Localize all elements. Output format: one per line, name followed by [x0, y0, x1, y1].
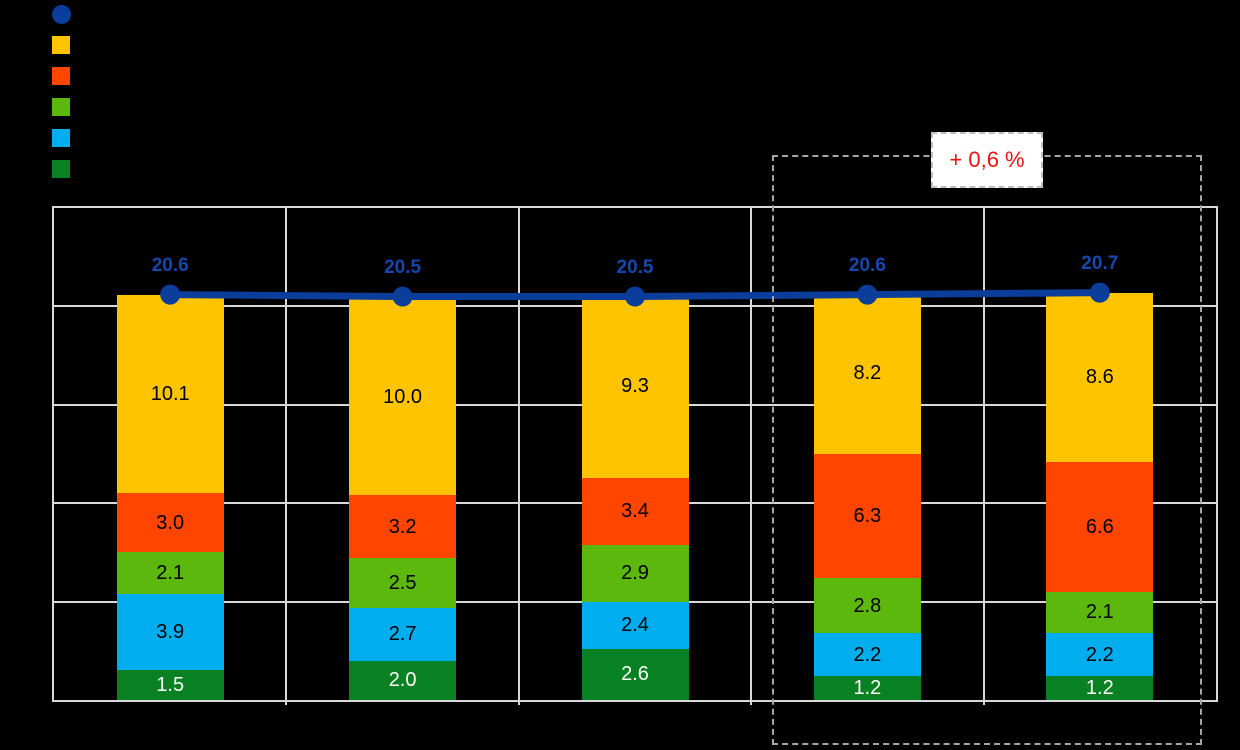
bar-segment: 3.9	[116, 593, 224, 671]
segment-value-label: 2.2	[853, 643, 882, 666]
bar-segment: 2.7	[349, 607, 457, 661]
bar-segment: 8.2	[813, 292, 921, 454]
segment-value-label: 6.3	[853, 505, 882, 527]
segment-value-label: 2.6	[621, 663, 649, 686]
legend-item-series-1	[52, 36, 81, 54]
segment-value-label: 2.7	[388, 623, 417, 646]
segment-value-label: 8.6	[1085, 366, 1114, 389]
bar-segment: 2.2	[813, 633, 921, 677]
total-value-label: 20.6	[848, 254, 886, 276]
bar-segment: 1.2	[1046, 676, 1154, 700]
legend	[52, 4, 81, 191]
bar-segment: 6.6	[1046, 461, 1154, 592]
series-5-marker-icon	[52, 160, 70, 178]
stacked-bar: 2.6 2.4 2.9 3.4 9.3	[581, 294, 689, 700]
segment-value-label: 10.0	[383, 385, 423, 408]
annotation-text: + 0,6 %	[949, 147, 1025, 172]
segment-value-label: 2.1	[1085, 601, 1114, 624]
segment-value-label: 1.5	[156, 674, 185, 697]
legend-item-series-3	[52, 98, 81, 116]
axis-tick	[750, 700, 753, 705]
bar-segment: 9.3	[581, 294, 689, 478]
segment-value-label: 3.2	[388, 515, 417, 538]
bar-segment: 2.0	[349, 660, 457, 700]
total-value-label: 20.5	[384, 256, 422, 278]
bar-segment: 6.3	[813, 454, 921, 578]
segment-value-label: 2.5	[388, 571, 417, 594]
gridline-vertical	[285, 208, 288, 700]
gridline-vertical	[750, 208, 753, 700]
series-2-marker-icon	[52, 67, 70, 85]
stacked-bar: 2.0 2.7 2.5 3.2 10.0	[349, 298, 457, 700]
bar-segment: 2.6	[581, 648, 689, 700]
segment-value-label: 6.6	[1085, 515, 1114, 538]
stacked-bar: 1.5 3.9 2.1 3.0 10.1	[116, 294, 224, 700]
legend-item-series-2	[52, 67, 81, 85]
segment-value-label: 2.8	[853, 594, 882, 617]
bar-segment: 2.2	[1046, 633, 1154, 677]
total-value-label: 20.7	[1081, 252, 1119, 274]
segment-value-label: 10.1	[150, 382, 190, 405]
legend-item-series-5	[52, 160, 81, 178]
stacked-bar: 1.2 2.2 2.1 6.6 8.6	[1046, 292, 1154, 700]
bar-segment: 2.1	[1046, 591, 1154, 634]
segment-value-label: 1.2	[853, 677, 882, 700]
segment-value-label: 2.4	[621, 614, 649, 637]
bar-segment: 10.1	[116, 294, 224, 494]
bar-segment: 3.4	[581, 477, 689, 545]
gridline-vertical	[982, 208, 985, 700]
plot-area: 1.5 3.9 2.1 3.0 10.1 2.0 2.7 2.5 3.2 10.0 2.6 2.4 2.…	[52, 206, 1218, 705]
total-value-label: 20.5	[616, 256, 654, 278]
bar-segment: 2.8	[813, 578, 921, 634]
bar-segment: 2.1	[116, 552, 224, 594]
bar-segment: 1.5	[116, 670, 224, 700]
segment-value-label: 9.3	[621, 375, 649, 398]
stacked-bar: 1.2 2.2 2.8 6.3 8.2	[813, 292, 921, 700]
segment-value-label: 3.4	[621, 500, 649, 523]
gridline-vertical	[517, 208, 520, 700]
legend-item-line-series	[52, 4, 81, 24]
segment-value-label: 2.2	[1085, 643, 1114, 666]
bar-segment: 3.2	[349, 495, 457, 559]
bar-segment: 2.9	[581, 544, 689, 602]
axis-tick	[982, 700, 985, 705]
segment-value-label: 2.0	[388, 669, 417, 692]
series-3-marker-icon	[52, 98, 70, 116]
bar-segment: 3.0	[116, 493, 224, 553]
segment-value-label: 2.9	[621, 562, 649, 585]
legend-item-series-4	[52, 129, 81, 147]
annotation-box: + 0,6 %	[931, 132, 1043, 188]
bar-segment: 2.5	[349, 558, 457, 608]
segment-value-label: 2.1	[156, 562, 185, 585]
bar-segment: 10.0	[349, 298, 457, 496]
series-4-marker-icon	[52, 129, 70, 147]
axis-tick	[285, 700, 288, 705]
total-value-label: 20.6	[151, 254, 189, 276]
segment-value-label: 8.2	[853, 362, 882, 385]
axis-tick	[517, 700, 520, 705]
segment-value-label: 3.9	[156, 621, 185, 644]
series-1-marker-icon	[52, 36, 70, 54]
bar-segment: 8.6	[1046, 292, 1154, 462]
segment-value-label: 3.0	[156, 511, 185, 534]
line-series-marker-icon	[52, 4, 71, 24]
bar-segment: 1.2	[813, 676, 921, 700]
segment-value-label: 1.2	[1085, 677, 1114, 700]
bar-segment: 2.4	[581, 601, 689, 649]
